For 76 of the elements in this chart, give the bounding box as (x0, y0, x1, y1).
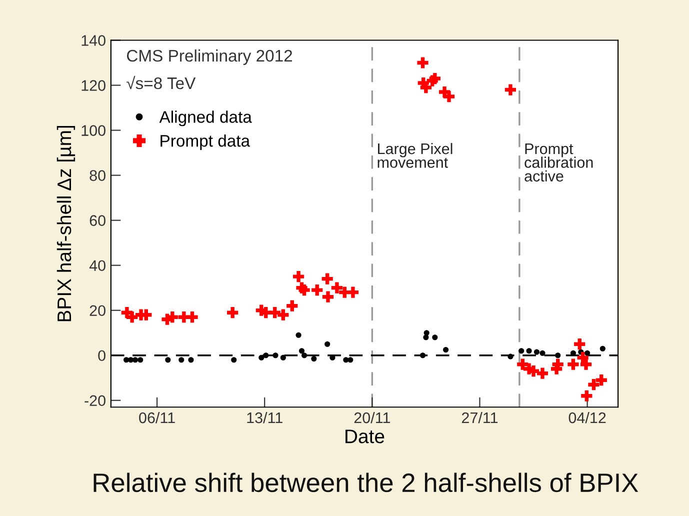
point (540, 350, 546, 356)
point (504, 84, 516, 96)
point (526, 348, 532, 354)
point (518, 348, 524, 354)
point (424, 330, 430, 336)
legend-label: Prompt data (160, 134, 250, 150)
y-tick-label: 60 (90, 215, 106, 226)
point (429, 72, 440, 84)
point (126, 312, 138, 323)
point (534, 349, 540, 355)
point (298, 284, 310, 296)
point (443, 90, 455, 102)
text: Relative shift between the 2 half-shells of BPIX (94, 472, 638, 492)
point (312, 284, 323, 296)
point (348, 357, 354, 363)
y-tick-label: 40 (89, 260, 106, 272)
point (331, 282, 343, 294)
point (574, 338, 586, 350)
point (258, 354, 264, 360)
x-tick-label: 13/11 (247, 412, 282, 424)
annotation: CMS Preliminary 2012 (126, 49, 292, 65)
point (508, 354, 514, 360)
point (227, 307, 238, 318)
point (188, 357, 194, 363)
point (269, 307, 280, 318)
legend-label: Aligned data (159, 110, 252, 126)
point (231, 357, 237, 363)
x-tick-label: 27/11 (462, 412, 498, 424)
point (272, 352, 278, 358)
point (555, 352, 561, 358)
point (178, 357, 184, 363)
y-tick-label: 120 (82, 80, 106, 91)
x-tick-label: 04/12 (568, 412, 606, 424)
point (286, 300, 298, 312)
point (580, 358, 592, 370)
y-tick-label: 140 (82, 35, 106, 46)
point (584, 350, 590, 356)
y-axis-title: BPIX half-shell Δz [µm] (56, 126, 76, 322)
point (581, 390, 592, 402)
point (311, 356, 317, 362)
point (417, 57, 428, 68)
point (423, 334, 429, 340)
point (296, 332, 302, 338)
point (443, 346, 449, 353)
point (596, 374, 607, 386)
point (298, 348, 305, 354)
y-tick-label: 0 (98, 350, 106, 362)
ref-line-label: Large Pixel movement (378, 142, 452, 168)
point (568, 358, 579, 370)
y-tick-label: 20 (90, 305, 106, 316)
y-tick-label: -20 (84, 395, 106, 406)
y-tick-label: 80 (90, 170, 106, 181)
annotation: √s=8 TeV (126, 76, 196, 90)
point (600, 346, 606, 352)
point (347, 286, 359, 298)
point (186, 312, 198, 323)
point (536, 368, 548, 379)
point (292, 271, 304, 282)
point (324, 341, 330, 347)
point (420, 352, 426, 358)
point (263, 352, 269, 358)
point (588, 379, 600, 390)
ref-line-label: Prompt calibration active (524, 144, 593, 182)
y-tick-label: 100 (82, 125, 106, 136)
point (138, 357, 144, 363)
point (278, 309, 289, 320)
point (322, 291, 334, 302)
x-axis-title: Date (346, 430, 384, 444)
x-tick-label: 20/11 (354, 412, 390, 424)
point (343, 357, 349, 363)
x-tick-label: 06/11 (139, 412, 175, 424)
point (322, 273, 333, 284)
point (165, 357, 171, 363)
point (432, 334, 438, 340)
point (302, 352, 308, 358)
point (280, 354, 286, 360)
